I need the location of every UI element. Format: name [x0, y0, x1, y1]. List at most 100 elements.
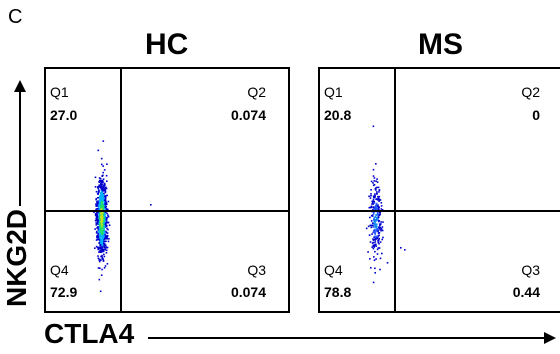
event-dot — [101, 237, 103, 239]
event-dot — [95, 232, 98, 234]
event-dot — [101, 205, 104, 208]
x-axis-label: CTLA4 — [44, 318, 135, 349]
event-dot — [94, 219, 97, 222]
event-dot — [372, 238, 374, 240]
event-dot — [100, 199, 102, 201]
event-dot — [370, 180, 373, 183]
event-dot — [100, 206, 102, 208]
hc-events — [93, 140, 152, 293]
event-dot — [103, 204, 106, 207]
event-dot — [94, 228, 96, 230]
event-dot — [98, 278, 101, 281]
event-dot — [102, 237, 104, 239]
event-dot — [99, 246, 102, 248]
event-dot — [378, 227, 381, 230]
event-dot — [102, 178, 105, 180]
event-dot — [100, 228, 103, 231]
hc-q2-value: 0.074 — [230, 107, 266, 123]
event-dot — [97, 234, 99, 237]
event-dot — [106, 194, 108, 197]
event-dot — [104, 197, 107, 199]
event-dot — [374, 220, 377, 223]
event-dot — [376, 178, 378, 180]
event-dot — [104, 265, 107, 267]
event-dot — [97, 248, 99, 251]
event-dot — [98, 229, 101, 231]
event-dot — [105, 230, 107, 233]
event-dot — [100, 259, 102, 262]
event-dot — [101, 229, 103, 232]
event-dot — [374, 215, 377, 218]
event-dot — [106, 212, 108, 215]
event-dot — [381, 229, 384, 232]
event-dot — [98, 219, 101, 222]
event-dot — [103, 214, 106, 217]
event-dot — [377, 247, 380, 249]
event-dot — [95, 205, 97, 207]
event-dot — [105, 186, 107, 189]
event-dot — [382, 236, 384, 239]
event-dot — [106, 180, 108, 182]
event-dot — [100, 249, 103, 252]
event-dot — [373, 245, 376, 247]
event-dot — [371, 222, 374, 224]
event-dot — [105, 221, 107, 224]
event-dot — [103, 267, 106, 269]
event-dot — [98, 208, 101, 210]
hc-title: HC — [145, 28, 189, 61]
event-dot — [107, 228, 109, 231]
event-dot — [377, 217, 379, 220]
event-dot — [97, 186, 99, 188]
event-dot — [98, 195, 101, 198]
event-dot — [98, 200, 101, 203]
event-dot — [102, 222, 104, 225]
event-dot — [101, 220, 103, 222]
event-dot — [372, 184, 375, 187]
event-dot — [100, 242, 102, 244]
event-dot — [381, 238, 383, 241]
event-dot — [375, 235, 377, 238]
ms-q3-label: Q3 — [521, 262, 540, 278]
event-dot — [96, 202, 99, 205]
event-dot — [380, 221, 382, 223]
event-dot — [101, 218, 104, 221]
event-dot — [375, 229, 378, 231]
event-dot — [99, 184, 102, 186]
event-dot — [368, 195, 370, 198]
event-dot — [104, 184, 106, 186]
event-dot — [103, 255, 106, 258]
event-dot — [100, 197, 102, 200]
event-dot — [368, 234, 371, 236]
event-dot — [380, 205, 383, 207]
event-dot — [377, 240, 380, 242]
event-dot — [99, 267, 101, 269]
ms-title: MS — [418, 28, 463, 61]
event-dot — [376, 212, 379, 214]
hc-q2-label: Q2 — [247, 84, 266, 100]
event-dot — [371, 203, 373, 205]
event-dot — [101, 224, 103, 226]
event-dot — [101, 175, 103, 177]
ms-q1-label: Q1 — [324, 84, 343, 100]
event-dot — [103, 232, 106, 234]
event-dot — [97, 212, 100, 215]
event-dot — [98, 204, 100, 206]
event-dot — [99, 221, 101, 223]
event-dot — [101, 231, 103, 234]
event-dot — [377, 216, 380, 218]
event-dot — [376, 181, 379, 183]
event-dot — [97, 226, 99, 229]
event-dot — [104, 208, 106, 210]
event-dot — [376, 186, 378, 189]
event-dot — [373, 200, 375, 203]
event-dot — [378, 227, 380, 229]
event-dot — [101, 180, 103, 182]
event-dot — [379, 257, 382, 260]
event-dot — [378, 220, 380, 222]
event-dot — [367, 225, 370, 228]
event-dot — [98, 177, 101, 179]
event-dot — [98, 215, 101, 217]
event-dot — [97, 222, 99, 224]
event-dot — [380, 223, 382, 225]
ms-q4-label: Q4 — [324, 262, 343, 278]
